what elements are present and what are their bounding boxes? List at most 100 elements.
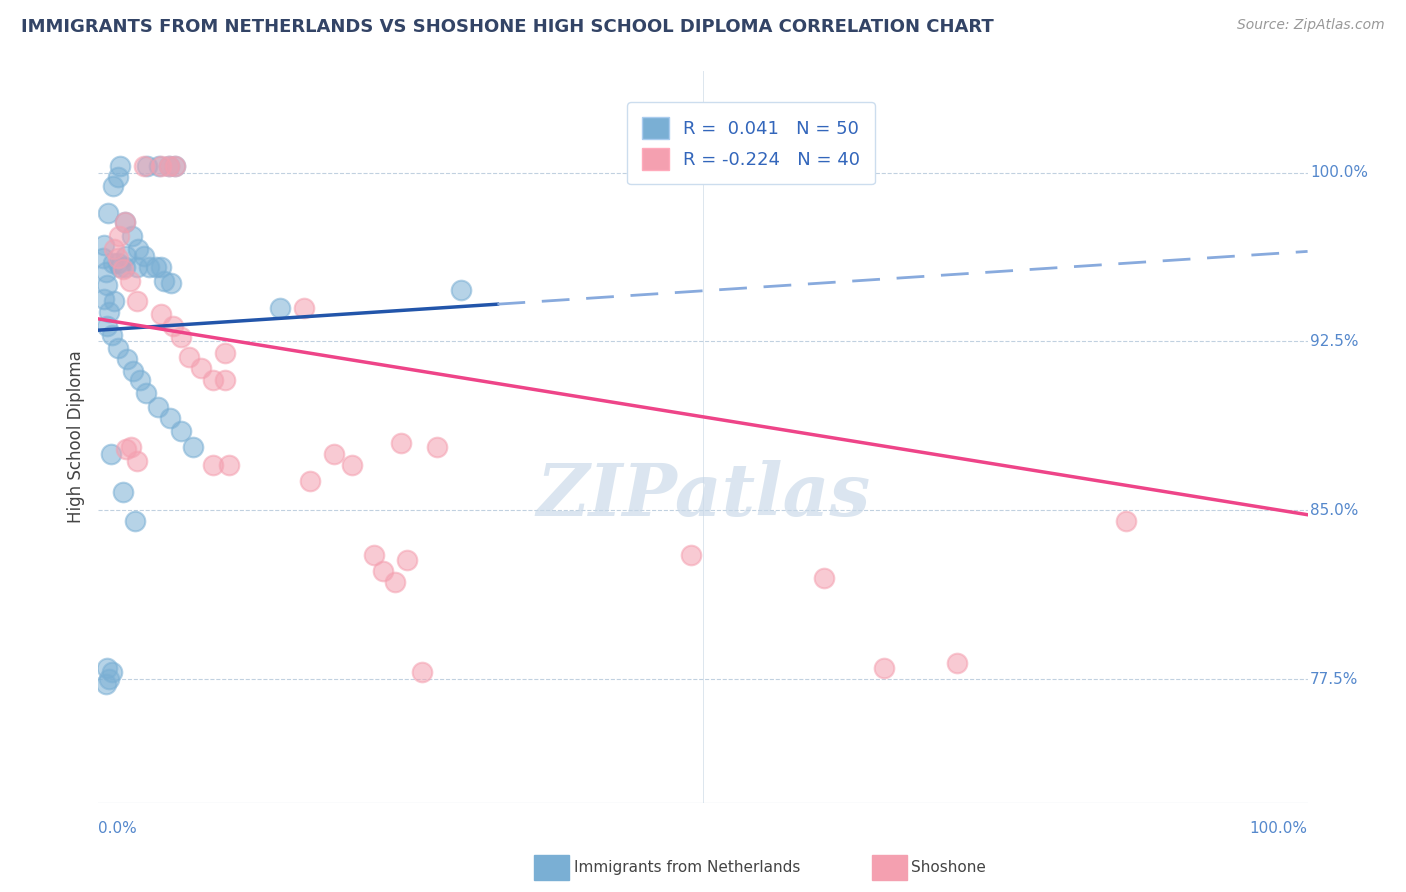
Point: [100, 665, 122, 680]
Text: Source: ZipAtlas.com: Source: ZipAtlas.com: [1237, 18, 1385, 32]
Point: [134, 249, 156, 263]
Point: [120, 440, 142, 454]
Point: [1115, 515, 1137, 529]
Point: [97, 206, 120, 220]
Point: [96, 278, 118, 293]
Point: [103, 293, 125, 308]
Point: [162, 318, 184, 333]
Point: [946, 657, 969, 671]
Point: [114, 260, 136, 275]
Point: [98, 672, 121, 686]
Point: [96, 661, 118, 675]
Point: [163, 159, 186, 173]
Point: [114, 215, 136, 229]
Point: [94, 265, 117, 279]
Point: [679, 548, 702, 562]
Point: [214, 345, 236, 359]
Point: [363, 548, 385, 562]
Point: [218, 458, 240, 473]
Point: [127, 242, 149, 256]
Point: [323, 447, 346, 461]
Text: 92.5%: 92.5%: [1310, 334, 1358, 349]
Text: 100.0%: 100.0%: [1250, 821, 1308, 836]
Point: [411, 665, 433, 680]
Point: [96, 318, 118, 333]
Point: [93, 292, 115, 306]
Point: [101, 255, 124, 269]
Text: 77.5%: 77.5%: [1310, 672, 1358, 687]
Point: [389, 435, 412, 450]
Point: [127, 260, 149, 275]
Point: [163, 159, 186, 173]
Point: [122, 364, 145, 378]
Point: [101, 179, 124, 194]
Point: [134, 159, 156, 173]
Point: [371, 564, 394, 578]
Point: [157, 159, 180, 173]
Text: ZIPatlas: ZIPatlas: [536, 460, 870, 531]
Text: Shoshone: Shoshone: [911, 861, 986, 875]
Point: [160, 276, 183, 290]
Point: [100, 327, 122, 342]
Point: [150, 159, 173, 173]
Point: [395, 553, 418, 567]
Point: [100, 447, 122, 461]
Point: [107, 255, 129, 269]
Point: [115, 442, 138, 457]
Point: [103, 242, 125, 256]
Point: [450, 283, 472, 297]
Point: [108, 228, 131, 243]
Point: [426, 440, 449, 454]
Point: [342, 458, 364, 473]
Point: [135, 386, 157, 401]
Point: [107, 251, 129, 265]
Point: [115, 249, 138, 263]
Point: [111, 485, 134, 500]
Point: [124, 515, 146, 529]
Point: [384, 575, 406, 590]
Point: [190, 361, 212, 376]
Point: [117, 352, 139, 367]
Point: [107, 170, 129, 185]
Point: [177, 350, 201, 364]
Point: [121, 228, 143, 243]
Point: [214, 373, 236, 387]
Point: [146, 400, 169, 414]
Point: [114, 215, 136, 229]
Point: [127, 453, 149, 467]
Point: [118, 274, 141, 288]
Point: [128, 373, 150, 387]
Point: [202, 458, 225, 473]
Point: [298, 474, 321, 488]
Point: [292, 301, 315, 315]
Point: [107, 341, 129, 355]
Point: [157, 159, 180, 173]
Point: [108, 159, 131, 173]
Point: [98, 305, 121, 319]
Point: [159, 411, 181, 425]
Point: [94, 676, 117, 690]
Point: [202, 373, 225, 387]
Legend: R =  0.041   N = 50, R = -0.224   N = 40: R = 0.041 N = 50, R = -0.224 N = 40: [627, 103, 875, 185]
Text: Immigrants from Netherlands: Immigrants from Netherlands: [574, 861, 800, 875]
Point: [813, 571, 835, 585]
Point: [150, 307, 173, 321]
Point: [108, 260, 131, 275]
Text: 0.0%: 0.0%: [98, 821, 138, 836]
Y-axis label: High School Diploma: High School Diploma: [67, 351, 86, 524]
Point: [138, 260, 160, 275]
Text: 100.0%: 100.0%: [1310, 165, 1368, 180]
Text: IMMIGRANTS FROM NETHERLANDS VS SHOSHONE HIGH SCHOOL DIPLOMA CORRELATION CHART: IMMIGRANTS FROM NETHERLANDS VS SHOSHONE …: [21, 18, 994, 36]
Point: [181, 440, 204, 454]
Point: [111, 262, 134, 277]
Point: [152, 274, 174, 288]
Point: [127, 293, 149, 308]
Point: [135, 159, 157, 173]
Text: 85.0%: 85.0%: [1310, 503, 1358, 517]
Point: [269, 301, 291, 315]
Point: [169, 330, 191, 344]
Point: [169, 425, 191, 439]
Point: [148, 159, 170, 173]
Point: [91, 251, 114, 265]
Point: [150, 260, 173, 275]
